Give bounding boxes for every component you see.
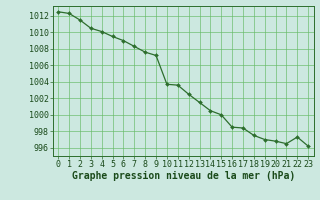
X-axis label: Graphe pression niveau de la mer (hPa): Graphe pression niveau de la mer (hPa) — [72, 171, 295, 181]
